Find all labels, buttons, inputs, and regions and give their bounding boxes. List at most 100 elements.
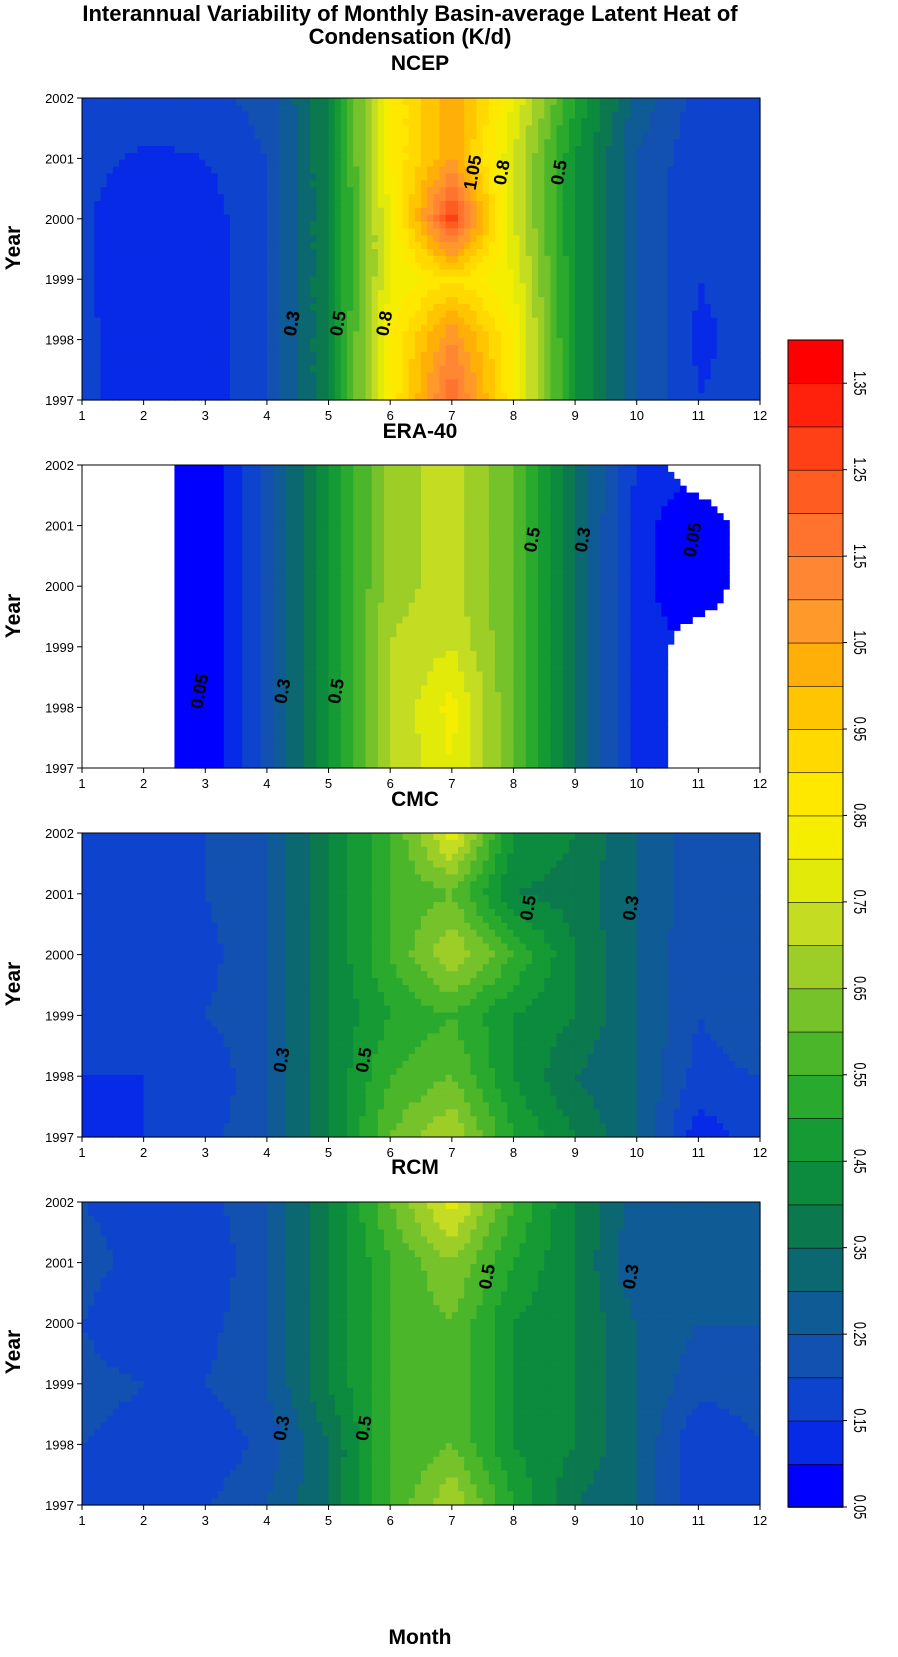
heatmap-cell <box>106 310 114 319</box>
heatmap-cell <box>82 104 89 113</box>
heatmap-cell <box>88 187 95 195</box>
heatmap-cell <box>211 166 219 175</box>
heatmap-cell <box>587 276 595 284</box>
heatmap-cell <box>723 125 730 133</box>
heatmap-cell <box>513 132 521 140</box>
heatmap-cell <box>168 132 176 140</box>
heatmap-cell <box>562 465 570 473</box>
heatmap-cell <box>396 98 404 106</box>
heatmap-cell <box>236 379 243 387</box>
heatmap-cell <box>716 303 724 312</box>
heatmap-cell <box>753 111 761 120</box>
heatmap-cell <box>562 146 570 154</box>
heatmap-cell <box>149 310 157 319</box>
heatmap-cell <box>642 331 650 339</box>
heatmap-cell <box>618 152 625 161</box>
heatmap-cell <box>285 187 293 195</box>
heatmap-cell <box>402 365 410 374</box>
heatmap-cell <box>377 338 385 346</box>
heatmap-cell <box>612 276 619 284</box>
heatmap-cell <box>747 98 755 106</box>
heatmap-cell <box>396 358 404 367</box>
heatmap-cell <box>223 139 231 147</box>
heatmap-cell <box>316 228 323 236</box>
heatmap-cell <box>636 331 644 339</box>
heatmap-cell <box>581 166 589 175</box>
heatmap-cell <box>587 173 595 181</box>
heatmap-cell <box>273 98 280 106</box>
heatmap-cell <box>334 152 342 161</box>
heatmap-cell <box>747 132 755 140</box>
heatmap-cell <box>439 324 447 332</box>
heatmap-cell <box>353 317 360 326</box>
heatmap-cell <box>445 235 453 243</box>
heatmap-cell <box>322 276 330 284</box>
heatmap-cell <box>661 345 669 353</box>
heatmap-cell <box>260 180 268 188</box>
heatmap-cell <box>661 269 669 278</box>
heatmap-cell <box>291 331 299 339</box>
heatmap-cell <box>636 255 644 264</box>
heatmap-cell <box>82 207 89 216</box>
heatmap-cell <box>106 283 114 291</box>
heatmap-cell <box>642 180 650 188</box>
heatmap-cell <box>494 173 502 181</box>
heatmap-cell <box>384 331 391 339</box>
heatmap-cell <box>624 283 632 291</box>
heatmap-cell <box>538 111 545 120</box>
heatmap-cell <box>439 166 447 175</box>
heatmap-cell <box>279 139 286 147</box>
heatmap-cell <box>618 180 625 188</box>
heatmap-cell <box>704 214 712 223</box>
heatmap-cell <box>402 98 410 106</box>
heatmap-cell <box>587 214 595 223</box>
heatmap-cell <box>575 465 582 473</box>
heatmap-cell <box>303 214 311 223</box>
heatmap-cell <box>303 331 311 339</box>
heatmap-cell <box>538 358 545 367</box>
heatmap-cell <box>593 317 601 326</box>
heatmap-cell <box>199 358 206 367</box>
heatmap-cell <box>396 146 404 154</box>
heatmap-cell <box>723 249 730 257</box>
heatmap-cell <box>421 317 428 326</box>
heatmap-cell <box>686 214 693 223</box>
heatmap-cell <box>692 221 699 230</box>
heatmap-cell <box>482 317 490 326</box>
heatmap-cell <box>433 276 441 284</box>
heatmap-cell <box>747 358 755 367</box>
heatmap-cell <box>229 98 237 106</box>
heatmap-cell <box>464 118 471 127</box>
heatmap-cell <box>131 324 139 332</box>
heatmap-cell <box>599 297 607 305</box>
heatmap-cell <box>544 317 552 326</box>
heatmap-cell <box>618 132 625 140</box>
heatmap-cell <box>242 180 250 188</box>
heatmap-cell <box>377 132 385 140</box>
heatmap-cell <box>556 111 564 120</box>
heatmap-cell <box>686 104 693 113</box>
heatmap-cell <box>667 255 675 264</box>
heatmap-cell <box>667 235 675 243</box>
heatmap-cell <box>236 249 243 257</box>
heatmap-cell <box>661 303 669 312</box>
heatmap-cell <box>593 118 601 127</box>
heatmap-cell <box>254 393 262 401</box>
heatmap-cell <box>291 173 299 181</box>
heatmap-cell <box>112 221 120 230</box>
heatmap-cell <box>747 146 755 154</box>
heatmap-cell <box>476 214 484 223</box>
heatmap-cell <box>199 125 206 133</box>
heatmap-cell <box>414 317 422 326</box>
heatmap-cell <box>439 310 447 319</box>
heatmap-cell <box>667 331 675 339</box>
heatmap-cell <box>291 276 299 284</box>
heatmap-cell <box>427 152 434 161</box>
heatmap-cell <box>396 379 404 387</box>
heatmap-cell <box>698 351 706 360</box>
heatmap-cell <box>359 125 367 133</box>
heatmap-cell <box>704 98 712 106</box>
heatmap-cell <box>630 372 638 381</box>
